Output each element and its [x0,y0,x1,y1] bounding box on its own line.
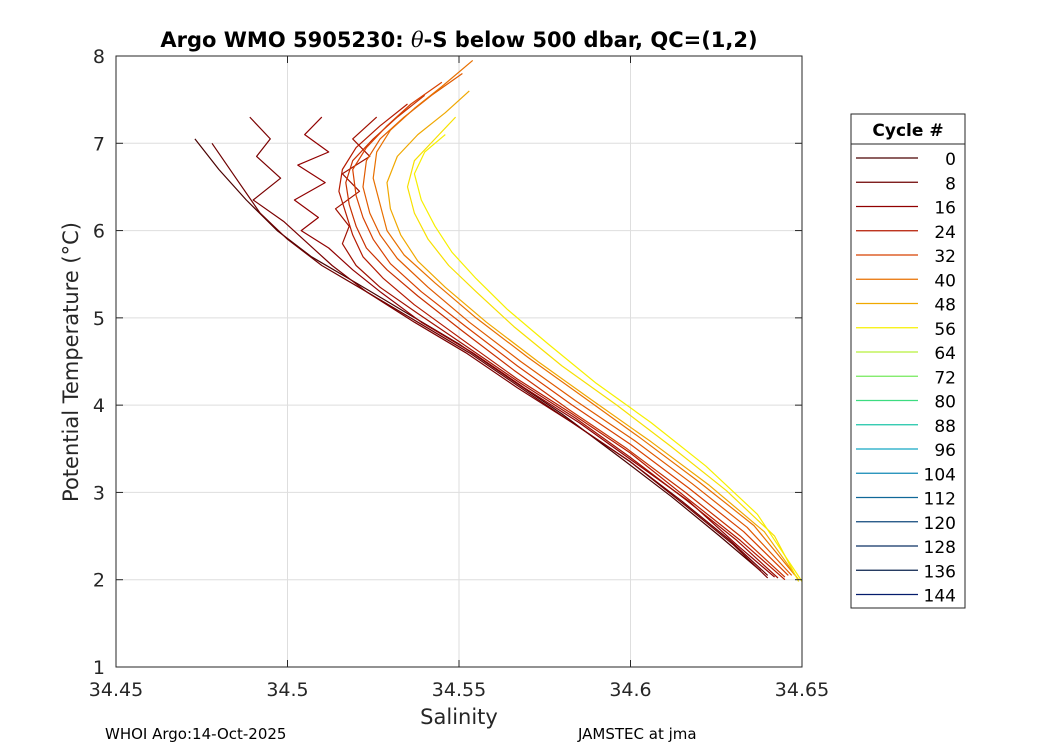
legend-label: 144 [924,587,956,607]
series-line [386,90,800,581]
axis-ticks: 34.45 34.5 34.55 34.6 34.65 1 2 3 4 5 6 7 8 [89,46,829,701]
x-tick-label: 34.45 [89,679,143,701]
y-tick-label: 3 [93,482,105,504]
legend-label: 16 [934,199,956,219]
series-layer [194,59,803,582]
chart-title-theta: θ [411,28,424,52]
legend-label: 8 [945,174,956,194]
chart-title: Argo WMO 5905230: θ-S below 500 dbar, QC… [160,28,757,52]
legend-label: 72 [934,368,956,388]
legend-title: Cycle # [872,121,943,141]
y-tick-label: 5 [93,308,105,330]
x-tick-label: 34.6 [609,679,651,701]
series-line [372,59,796,576]
y-tick-label: 2 [93,570,105,592]
legend-label: 48 [934,296,956,316]
y-tick-label: 1 [93,657,105,679]
chart-title-suffix: -S below 500 dbar, QC=(1,2) [424,28,758,52]
legend-label: 0 [945,150,956,170]
series-line [345,94,786,578]
y-tick-label: 8 [93,46,105,68]
series-line [413,134,803,582]
footer-credit: JAMSTEC at jma [578,725,697,743]
legend-label: 104 [924,465,956,485]
x-axis-label: Salinity [420,705,498,729]
series-line [362,73,793,576]
legend-box [850,113,966,609]
legend-entries: 0 8 16 24 32 40 48 56 64 72 80 88 96 104 112 120 128 136 1… [856,150,956,607]
series-line [352,81,789,576]
x-tick-label: 34.5 [266,679,308,701]
x-tick-label: 34.55 [432,679,486,701]
footer-source: WHOI Argo:14-Oct-2025 [105,725,287,743]
series-line [211,142,769,576]
y-tick-label: 7 [93,133,105,155]
series-line [293,116,775,578]
chart-title-prefix: Argo WMO 5905230: [160,28,411,52]
legend-label: 24 [934,223,956,243]
y-axis-label: Potential Temperature (°C) [59,222,83,502]
series-line [249,116,769,579]
series-line [338,103,786,581]
legend: Cycle # 0 8 16 24 32 40 48 56 64 72 80 88 96 104 112 12… [850,113,966,609]
y-tick-label: 6 [93,221,105,243]
series-line [334,116,779,579]
legend-label: 56 [934,320,956,340]
legend-label: 88 [934,417,956,437]
legend-label: 64 [934,344,956,364]
series-line [406,116,800,582]
y-tick-label: 4 [93,395,105,417]
x-tick-label: 34.65 [775,679,829,701]
legend-label: 128 [924,538,956,558]
legend-label: 96 [934,441,956,461]
legend-label: 136 [924,562,956,582]
legend-label: 40 [934,271,956,291]
legend-label: 120 [924,514,956,534]
legend-label: 80 [934,393,956,413]
legend-label: 112 [924,490,956,510]
legend-label: 32 [934,247,956,267]
